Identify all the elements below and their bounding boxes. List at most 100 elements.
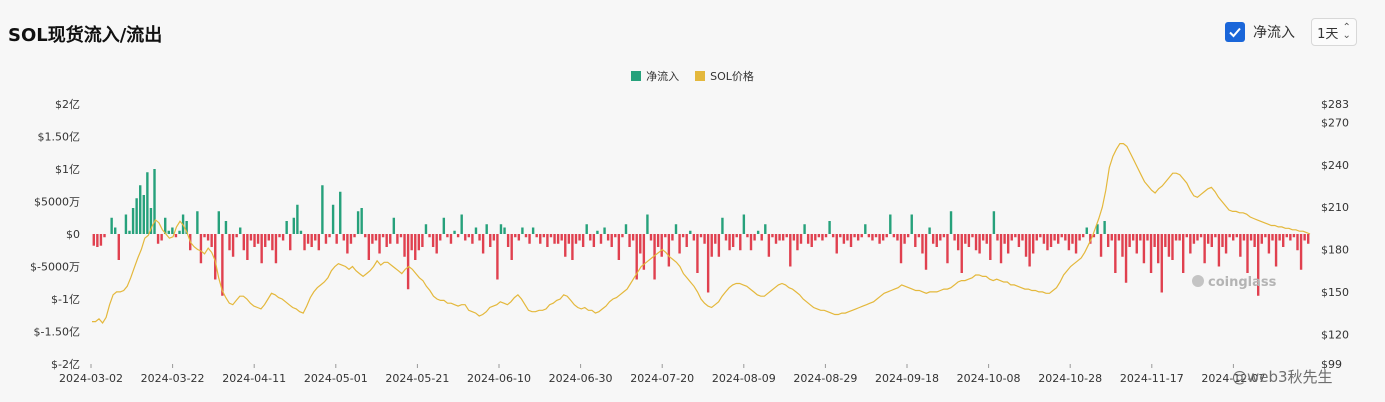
netflow-bar (114, 227, 117, 234)
netflow-bar (656, 234, 660, 247)
netflow-bar (703, 234, 706, 244)
netflow-bar (453, 230, 456, 234)
netflow-bar (246, 234, 249, 260)
netflow-bar (1153, 234, 1156, 247)
netflow-bar (914, 234, 917, 247)
chart-legend: 净流入 SOL价格 (0, 68, 1385, 84)
netflow-bar (185, 221, 188, 234)
y-left-tick-label: $-5000万 (30, 261, 80, 274)
x-tick-label: 2024-10-28 (1038, 372, 1102, 385)
netflow-bar (1224, 234, 1228, 254)
netflow-bar (1181, 234, 1185, 273)
netflow-checkbox[interactable] (1225, 22, 1245, 42)
netflow-bar (817, 234, 821, 238)
netflow-bar (753, 234, 756, 241)
netflow-bar (1089, 234, 1092, 244)
netflow-bar (935, 234, 938, 247)
netflow-bar (531, 227, 535, 234)
netflow-bar (164, 217, 167, 234)
netflow-checkbox-label[interactable]: 净流入 (1253, 25, 1295, 41)
netflow-bar (699, 234, 703, 238)
netflow-bar (1024, 234, 1028, 257)
netflow-bar (806, 234, 810, 244)
netflow-bar (396, 234, 399, 244)
netflow-bar (781, 234, 785, 241)
netflow-bar (442, 217, 446, 234)
netflow-bar (514, 234, 517, 238)
netflow-bar (149, 208, 153, 234)
netflow-bar (931, 234, 935, 244)
netflow-bar (946, 234, 949, 264)
netflow-bar (892, 234, 896, 238)
x-tick-label: 2024-03-22 (141, 372, 205, 385)
netflow-bar (174, 234, 178, 238)
netflow-bar (110, 217, 113, 234)
netflow-bar (503, 227, 506, 234)
netflow-bar (1210, 234, 1213, 247)
interval-select[interactable]: 1天 ⌃ ⌄ (1311, 18, 1357, 46)
netflow-bar (449, 234, 453, 244)
netflow-bar (314, 234, 317, 241)
netflow-bar (521, 227, 524, 234)
netflow-bar (1092, 234, 1096, 238)
netflow-bar (471, 234, 474, 244)
netflow-bar (1242, 234, 1246, 241)
y-right-tick-label: $283 (1321, 98, 1349, 111)
netflow-bar (1246, 234, 1249, 273)
netflow-bar (335, 234, 338, 244)
netflow-bar (921, 234, 924, 254)
netflow-bar (1235, 234, 1238, 238)
netflow-bar (492, 234, 496, 241)
netflow-bar (96, 234, 99, 247)
netflow-bar (1003, 234, 1006, 244)
y-left-tick-label: $-1.50亿 (34, 326, 80, 339)
netflow-bar (778, 234, 781, 241)
netflow-bar (274, 234, 278, 264)
x-tick-label: 2024-07-20 (630, 372, 694, 385)
netflow-bar (139, 185, 142, 234)
netflow-bar (421, 234, 424, 247)
netflow-bar (596, 230, 599, 234)
y-left-tick-label: $1.50亿 (38, 131, 81, 144)
netflow-bar (696, 234, 699, 273)
netflow-bar (589, 234, 592, 241)
netflow-bar (1192, 234, 1196, 244)
netflow-bar (210, 234, 213, 247)
coinglass-watermark: coinglass (1208, 275, 1277, 290)
netflow-bar (649, 234, 653, 241)
netflow-bar (239, 227, 242, 234)
interval-value: 1天 (1317, 26, 1339, 42)
netflow-bar (528, 234, 531, 244)
netflow-bar (446, 234, 449, 238)
y-left-tick-label: $0 (66, 228, 80, 241)
netflow-bar (871, 234, 874, 241)
netflow-bar (385, 234, 388, 247)
netflow-bar (364, 234, 367, 238)
x-tick-label: 2024-04-11 (222, 372, 286, 385)
netflow-bar (742, 214, 746, 234)
netflow-bar (731, 234, 735, 247)
netflow-bar (281, 234, 285, 241)
netflow-bar (974, 234, 978, 251)
y-left-tick-label: $2亿 (55, 98, 80, 111)
x-tick-label: 2024-08-29 (793, 372, 857, 385)
netflow-bar (564, 234, 567, 257)
netflow-bar (639, 234, 642, 254)
y-left-tick-label: $-1亿 (51, 293, 80, 306)
y-right-tick-label: $240 (1321, 159, 1349, 172)
netflow-bar (1203, 234, 1206, 264)
netflow-bar (171, 227, 174, 234)
netflow-bar (567, 234, 571, 244)
netflow-bar (1189, 234, 1192, 254)
netflow-bar (1121, 234, 1124, 257)
netflow-bar (1253, 234, 1256, 247)
weibo-watermark: @web3秋先生 (1232, 368, 1333, 386)
netflow-bar (203, 234, 206, 238)
netflow-bar (906, 234, 910, 238)
netflow-bar (1124, 234, 1128, 283)
legend-item-netflow[interactable]: 净流入 (631, 68, 679, 84)
netflow-bar (99, 234, 103, 246)
netflow-bar (592, 234, 596, 247)
legend-item-price[interactable]: SOL价格 (695, 68, 754, 84)
